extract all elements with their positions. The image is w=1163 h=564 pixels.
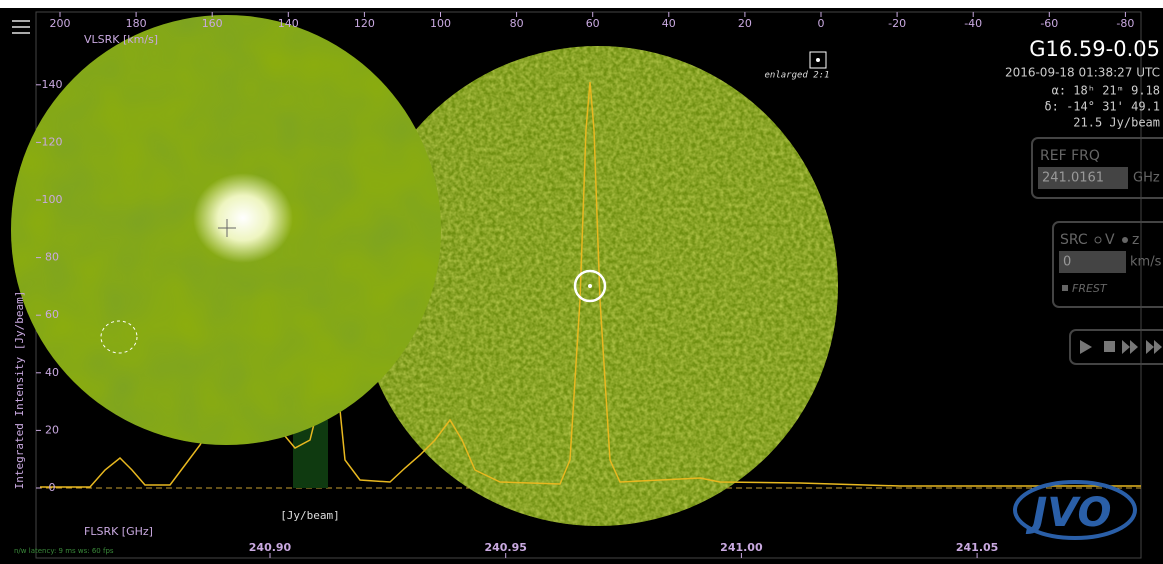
enlarge-dot <box>816 58 820 62</box>
time: 2016-09-18 01:38:27 UTC <box>1005 66 1160 80</box>
source-title: G16.59-0.05 <box>1029 37 1160 61</box>
velocity-tick-label: 140 <box>278 17 299 30</box>
src-unit: km/s <box>1130 255 1162 270</box>
ref-frq-label: REF FRQ <box>1040 148 1100 164</box>
velocity-tick-label: 0 <box>818 17 825 30</box>
delta: δ: -14° 31' 49.1 <box>1044 100 1160 114</box>
intensity-tick-label: 60 <box>45 308 59 321</box>
z-radio[interactable] <box>1122 237 1128 243</box>
frest-label: FREST <box>1072 282 1108 295</box>
frequency-label: FLSRK [GHz] <box>84 525 153 538</box>
z-label: z <box>1132 232 1139 248</box>
intensity: 21.5 Jy/beam <box>1073 116 1160 130</box>
v-label: V <box>1105 232 1115 248</box>
velocity-tick-label: -40 <box>964 17 982 30</box>
map-noise <box>358 46 838 526</box>
frequency-tick-label: 240.95 <box>484 541 526 554</box>
ref-frq-box <box>1031 137 1163 199</box>
intensity-tick-label: 20 <box>45 423 59 436</box>
intensity-tick-label: 140 <box>42 78 63 91</box>
velocity-tick-label: -80 <box>1116 17 1134 30</box>
velocity-tick-label: 100 <box>430 17 451 30</box>
intensity-tick-label: 100 <box>42 193 63 206</box>
top-bar <box>0 0 1163 8</box>
velocity-label: VLSRK [km/s] <box>84 33 158 46</box>
intensity-label: Integrated Intensity [Jy/beam] <box>13 291 26 490</box>
frequency-tick-label: 240.90 <box>249 541 292 554</box>
menu-icon[interactable] <box>12 20 30 34</box>
velocity-tick-label: 40 <box>662 17 676 30</box>
intensity-tick-label: 40 <box>45 366 59 379</box>
velocity-tick-label: 180 <box>126 17 147 30</box>
ref-frq-input[interactable] <box>1038 167 1128 189</box>
ref-frq-unit: GHz <box>1133 171 1160 186</box>
intensity-tick-label: 80 <box>45 251 59 264</box>
velocity-tick-label: 160 <box>202 17 223 30</box>
frequency-tick-label: 241.05 <box>956 541 998 554</box>
enlarged-label: enlarged 2:1 <box>764 71 829 81</box>
intensity-tick-label: 0 <box>49 481 56 494</box>
logo: JVO <box>1025 490 1111 536</box>
enlarge-icon[interactable] <box>809 51 827 69</box>
velocity-tick-label: 200 <box>50 17 71 30</box>
player-box <box>1069 329 1163 365</box>
velocity-tick-label: 60 <box>586 17 600 30</box>
zoom-cross <box>218 219 236 237</box>
alpha: α: 18ʰ 21ᵐ 9.18 <box>1052 84 1160 98</box>
frest-check[interactable] <box>1062 285 1068 291</box>
zoom-source <box>193 173 293 263</box>
logo-ring <box>1013 480 1137 540</box>
colorbar-label: [Jy/beam] <box>280 509 340 522</box>
v-radio[interactable] <box>1094 236 1102 244</box>
velocity-tick-label: 80 <box>510 17 524 30</box>
cursor-ring <box>573 269 607 303</box>
velocity-tick-label: 20 <box>738 17 752 30</box>
player-buttons[interactable] <box>1080 340 1162 354</box>
beam <box>100 320 138 354</box>
status: n/w latency: 9 ms ws: 60 fps <box>14 547 114 555</box>
intensity-tick-label: 120 <box>42 135 63 148</box>
src-label: SRC <box>1060 232 1088 248</box>
src-input[interactable] <box>1059 251 1126 273</box>
src-box <box>1052 221 1163 308</box>
source-dot <box>588 284 592 288</box>
spectrum-line <box>40 81 1141 488</box>
velocity-tick-label: -60 <box>1040 17 1058 30</box>
frequency-tick-label: 241.00 <box>720 541 763 554</box>
src-value: 0 <box>1063 255 1071 270</box>
velocity-tick-label: 120 <box>354 17 375 30</box>
ref-frq-value: 241.0161 <box>1042 171 1104 186</box>
velocity-tick-label: -20 <box>888 17 906 30</box>
